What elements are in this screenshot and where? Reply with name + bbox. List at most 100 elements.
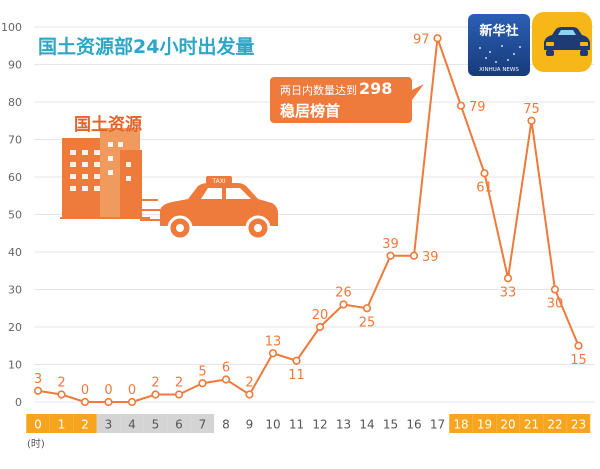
x-tick-label: 18 xyxy=(453,418,468,432)
data-point xyxy=(550,285,560,294)
x-band-cell xyxy=(331,414,356,433)
data-point xyxy=(292,356,301,365)
x-axis-band xyxy=(26,414,591,433)
x-band-cell xyxy=(237,414,262,433)
data-label: 0 xyxy=(128,383,136,398)
data-point xyxy=(409,251,419,260)
x-band-cell xyxy=(73,414,97,433)
data-point xyxy=(174,390,184,399)
x-band-cell xyxy=(378,414,403,433)
data-point xyxy=(456,101,466,110)
data-point xyxy=(362,304,372,313)
callout-line2: 稳居榜首 xyxy=(280,102,340,120)
data-point xyxy=(315,322,325,332)
data-point xyxy=(503,274,513,283)
xinhua-logo-text: 新华社 xyxy=(479,23,518,39)
x-band-cell xyxy=(425,414,450,433)
x-band-cell xyxy=(214,414,238,433)
xinhua-logo-english: XINHUA NEWS xyxy=(479,67,519,73)
callout-number: 298 xyxy=(359,79,392,98)
data-point xyxy=(433,34,442,43)
x-tick-label: 21 xyxy=(524,418,539,432)
data-label: 11 xyxy=(288,368,305,383)
data-label: 79 xyxy=(469,100,486,115)
y-tick-label: 20 xyxy=(8,321,22,334)
x-tick-label: 15 xyxy=(383,418,398,432)
data-point xyxy=(127,397,137,407)
x-tick-label: 4 xyxy=(128,418,136,432)
data-label: 5 xyxy=(198,364,206,379)
data-label: 2 xyxy=(151,376,159,391)
data-point xyxy=(339,300,348,309)
taxi-app-icon xyxy=(532,12,592,72)
series-points-layer xyxy=(33,34,583,407)
callout-line1-text: 两日内数量达到 xyxy=(280,83,357,97)
data-label: 20 xyxy=(312,308,329,323)
data-label: 25 xyxy=(359,315,376,330)
x-band-cell xyxy=(261,414,285,433)
xinhua-logo: 新华社 XINHUA NEWS xyxy=(468,14,530,76)
data-point xyxy=(151,390,160,399)
y-tick-label: 40 xyxy=(8,246,22,259)
data-label: 2 xyxy=(57,376,65,391)
data-label: 26 xyxy=(335,286,352,301)
data-label: 39 xyxy=(422,250,439,265)
data-label: 2 xyxy=(175,376,183,391)
data-point xyxy=(527,116,536,125)
x-tick-label: 11 xyxy=(289,418,304,432)
x-tick-label: 16 xyxy=(406,418,421,432)
x-band-cell xyxy=(402,414,426,433)
data-label: 30 xyxy=(547,297,564,312)
x-band-cell xyxy=(284,414,309,433)
x-tick-label: 17 xyxy=(430,418,445,432)
data-label: 2 xyxy=(245,376,253,391)
x-tick-label: 3 xyxy=(105,418,113,432)
y-tick-label: 10 xyxy=(8,359,22,372)
x-band-cell xyxy=(566,414,591,433)
building-illustration: 国土资源 xyxy=(60,114,150,219)
data-label: 39 xyxy=(382,237,399,252)
y-tick-label: 100 xyxy=(1,21,22,34)
data-label: 13 xyxy=(265,334,282,349)
data-point xyxy=(386,251,395,260)
x-tick-label: 0 xyxy=(34,418,42,432)
x-band-cell xyxy=(308,414,332,433)
data-point xyxy=(80,397,90,407)
x-band-cell xyxy=(190,414,215,433)
data-label: 61 xyxy=(476,180,493,195)
data-point xyxy=(480,169,489,178)
x-tick-label: 7 xyxy=(199,418,207,432)
x-tick-label: 14 xyxy=(359,418,374,432)
x-tick-label: 10 xyxy=(265,418,280,432)
x-band-cell xyxy=(543,414,567,433)
data-point xyxy=(574,341,583,350)
x-tick-label: 13 xyxy=(336,418,351,432)
data-label: 6 xyxy=(222,361,230,376)
data-label: 3 xyxy=(34,372,42,387)
x-tick-label: 2 xyxy=(81,418,89,432)
data-point xyxy=(57,390,66,399)
x-tick-label: 6 xyxy=(175,418,183,432)
data-label: 75 xyxy=(523,102,540,117)
chart-title: 国土资源部24小时出发量 xyxy=(38,35,254,58)
x-tick-label: 23 xyxy=(571,418,586,432)
x-band-cell xyxy=(49,414,74,433)
data-point xyxy=(221,375,231,384)
x-tick-label: 8 xyxy=(222,418,230,432)
x-band-cell xyxy=(355,414,379,433)
x-band-cell xyxy=(519,414,544,433)
x-tick-label: 19 xyxy=(477,418,492,432)
data-label: 15 xyxy=(570,353,587,368)
data-label: 0 xyxy=(104,383,112,398)
x-band-cell xyxy=(96,414,121,433)
data-point xyxy=(104,397,113,407)
y-tick-label: 80 xyxy=(8,96,22,109)
taxi-illustration: TAXI xyxy=(128,176,278,241)
x-tick-label: 1 xyxy=(58,418,66,432)
data-label: 97 xyxy=(413,32,430,47)
data-point xyxy=(198,379,207,388)
y-tick-label: 90 xyxy=(8,59,22,72)
x-tick-label: 9 xyxy=(246,418,254,432)
y-tick-label: 0 xyxy=(15,396,22,409)
